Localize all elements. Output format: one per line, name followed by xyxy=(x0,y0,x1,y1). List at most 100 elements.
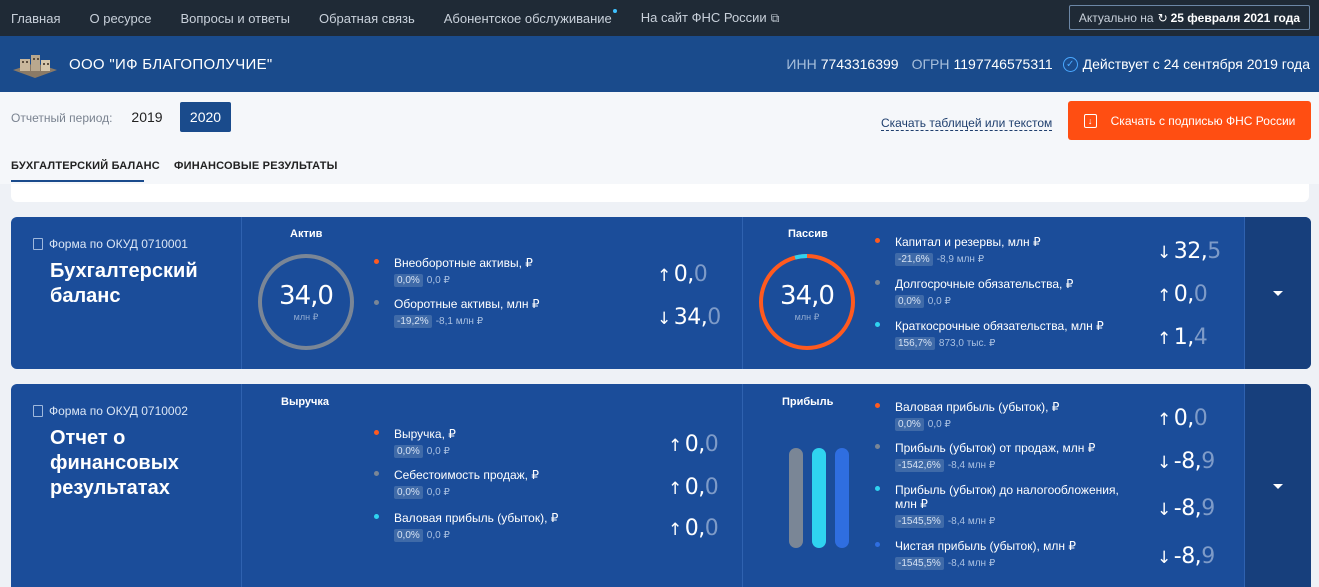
download-table-link[interactable]: Скачать таблицей или текстом xyxy=(881,116,1053,131)
refresh-icon[interactable]: ↻ xyxy=(1157,10,1168,25)
item-name: Внеоборотные активы, ₽ xyxy=(394,256,533,270)
nav-about[interactable]: О ресурсе xyxy=(89,10,152,26)
bullet-dot xyxy=(374,300,379,305)
item-name-continued: млн ₽ xyxy=(895,497,928,511)
balance-card: Форма по ОКУД 0710001 Бухгалтерский бала… xyxy=(11,217,1311,369)
value-dec: 9 xyxy=(1201,496,1215,521)
passive-ring-chart: 34,0 млн ₽ xyxy=(757,252,857,352)
form-code-label: Форма по ОКУД 0710002 xyxy=(49,404,188,418)
list-item[interactable]: Прибыль (убыток) от продаж, млн ₽ -1542,… xyxy=(875,441,1095,472)
list-item[interactable]: Себестоимость продаж, ₽ 0,0% 0,0 ₽ xyxy=(374,468,539,499)
registration-info: ИНН 7743316399 ОГРН 1197746575311 ✓ Дейс… xyxy=(786,56,1310,72)
arrow-up-icon: ↑ xyxy=(657,266,671,286)
list-item[interactable]: Внеоборотные активы, ₽ 0,0% 0,0 ₽ xyxy=(374,256,533,287)
nav-fns-site[interactable]: На сайт ФНС России ⧉ xyxy=(641,10,780,26)
list-item[interactable]: Валовая прибыль (убыток), ₽ 0,0% 0,0 ₽ xyxy=(875,400,1060,431)
chevron-down-icon xyxy=(1273,484,1283,489)
value-dec: 0 xyxy=(704,475,719,500)
passive-total: 34,0 xyxy=(780,281,835,311)
item-percent: -1545,5% xyxy=(895,515,944,528)
bullet-dot xyxy=(875,322,880,327)
item-percent: 0,0% xyxy=(394,529,423,542)
list-item[interactable]: Капитал и резервы, млн ₽ -21,6% -8,9 млн … xyxy=(875,235,1041,266)
item-value: ↓ 32,5 xyxy=(1157,239,1221,264)
card-title-line: Отчет о xyxy=(50,427,126,449)
card-title: Бухгалтерский баланс xyxy=(50,259,198,309)
results-card: Форма по ОКУД 0710002 Отчет о финансовых… xyxy=(11,384,1311,587)
column-divider xyxy=(742,384,743,587)
item-name: Валовая прибыль (убыток), ₽ xyxy=(895,400,1060,414)
item-percent: 0,0% xyxy=(394,274,423,287)
arrow-down-icon: ↓ xyxy=(1157,243,1171,263)
value-dec: 5 xyxy=(1207,239,1221,264)
item-value: ↑ 0,0 xyxy=(668,432,719,457)
item-change: 0,0% 0,0 ₽ xyxy=(394,274,533,287)
year-2019-button[interactable]: 2019 xyxy=(131,109,163,125)
item-delta: 873,0 тыс. ₽ xyxy=(938,338,996,349)
bar-blue xyxy=(835,448,849,548)
item-delta: 0,0 ₽ xyxy=(426,530,450,541)
bar-gray xyxy=(789,448,803,548)
chevron-down-icon xyxy=(1273,291,1283,296)
nav-home[interactable]: Главная xyxy=(11,10,61,26)
item-change: 156,7% 873,0 тыс. ₽ xyxy=(895,337,1104,350)
document-icon xyxy=(33,405,43,417)
building-logo-icon xyxy=(13,55,57,78)
item-percent: -1545,5% xyxy=(895,557,944,570)
list-item[interactable]: Чистая прибыль (убыток), млн ₽ -1545,5% -… xyxy=(875,539,1076,570)
tab-financial-results[interactable]: ФИНАНСОВЫЕ РЕЗУЛЬТАТЫ xyxy=(174,160,338,172)
check-circle-icon: ✓ xyxy=(1062,56,1078,72)
active-tab-indicator xyxy=(11,180,144,182)
active-unit: млн ₽ xyxy=(293,312,319,322)
item-change: 0,0% 0,0 ₽ xyxy=(394,445,456,458)
content-band xyxy=(11,184,1309,202)
arrow-down-icon: ↓ xyxy=(1157,453,1171,473)
tab-balance[interactable]: БУХГАЛТЕРСКИЙ БАЛАНС xyxy=(11,160,160,172)
item-name: Оборотные активы, млн ₽ xyxy=(394,297,540,311)
item-value: ↑ 0,0 xyxy=(668,516,719,541)
item-delta: -8,9 млн ₽ xyxy=(936,254,985,265)
document-icon xyxy=(33,238,43,250)
nav-feedback[interactable]: Обратная связь xyxy=(318,10,415,26)
bullet-dot xyxy=(875,403,880,408)
item-name: Краткосрочные обязательства, млн ₽ xyxy=(895,319,1104,333)
item-value: ↑ 0,0 xyxy=(657,262,708,287)
item-percent: 0,0% xyxy=(394,445,423,458)
passive-ring-svg xyxy=(759,254,855,350)
card-title-line: финансовых xyxy=(50,452,179,474)
year-2020-button[interactable]: 2020 xyxy=(180,102,231,132)
revenue-title: Выручка xyxy=(281,396,330,408)
item-change: -1545,5% -8,4 млн ₽ xyxy=(895,557,1076,570)
list-item[interactable]: Краткосрочные обязательства, млн ₽ 156,7… xyxy=(875,319,1104,350)
arrow-up-icon: ↑ xyxy=(1157,329,1171,349)
bullet-dot xyxy=(875,238,880,243)
item-value: ↑ 1,4 xyxy=(1157,325,1208,350)
list-item[interactable]: Долгосрочные обязательства, ₽ 0,0% 0,0 ₽ xyxy=(875,277,1073,308)
item-change: -1542,6% -8,4 млн ₽ xyxy=(895,459,1095,472)
column-divider xyxy=(1244,217,1245,369)
card-title-line: результатах xyxy=(50,477,170,499)
active-ring-svg xyxy=(258,254,354,350)
list-item[interactable]: Выручка, ₽ 0,0% 0,0 ₽ xyxy=(374,427,456,458)
value-dec: 0 xyxy=(1193,406,1208,431)
list-item[interactable]: Валовая прибыль (убыток), ₽ 0,0% 0,0 ₽ xyxy=(374,511,558,542)
expand-results-button[interactable] xyxy=(1245,384,1311,587)
list-item[interactable]: Оборотные активы, млн ₽ -19,2% -8,1 млн ₽ xyxy=(374,297,540,328)
ogrn-value: 1197746575311 xyxy=(953,56,1053,72)
list-item[interactable]: Прибыль (убыток) до налогообложения, млн… xyxy=(875,483,1119,528)
value-int: 0, xyxy=(684,475,706,500)
arrow-down-icon: ↓ xyxy=(657,309,671,329)
item-delta: -8,4 млн ₽ xyxy=(947,516,996,527)
nav-faq[interactable]: Вопросы и ответы xyxy=(180,10,290,26)
company-header: ООО "ИФ БЛАГОПОЛУЧИЕ" ИНН 7743316399 ОГР… xyxy=(0,36,1319,92)
download-signed-button[interactable]: ↓ Скачать с подписью ФНС России xyxy=(1068,101,1311,140)
item-delta: 0,0 ₽ xyxy=(426,275,450,286)
expand-balance-button[interactable] xyxy=(1245,217,1311,369)
item-percent: -19,2% xyxy=(394,315,432,328)
nav-subscription[interactable]: Абонентское обслуживание xyxy=(444,8,617,26)
form-code: Форма по ОКУД 0710002 xyxy=(33,404,188,418)
item-percent: 156,7% xyxy=(895,337,935,350)
bullet-dot xyxy=(875,280,880,285)
bullet-dot xyxy=(875,444,880,449)
bullet-dot xyxy=(374,430,379,435)
